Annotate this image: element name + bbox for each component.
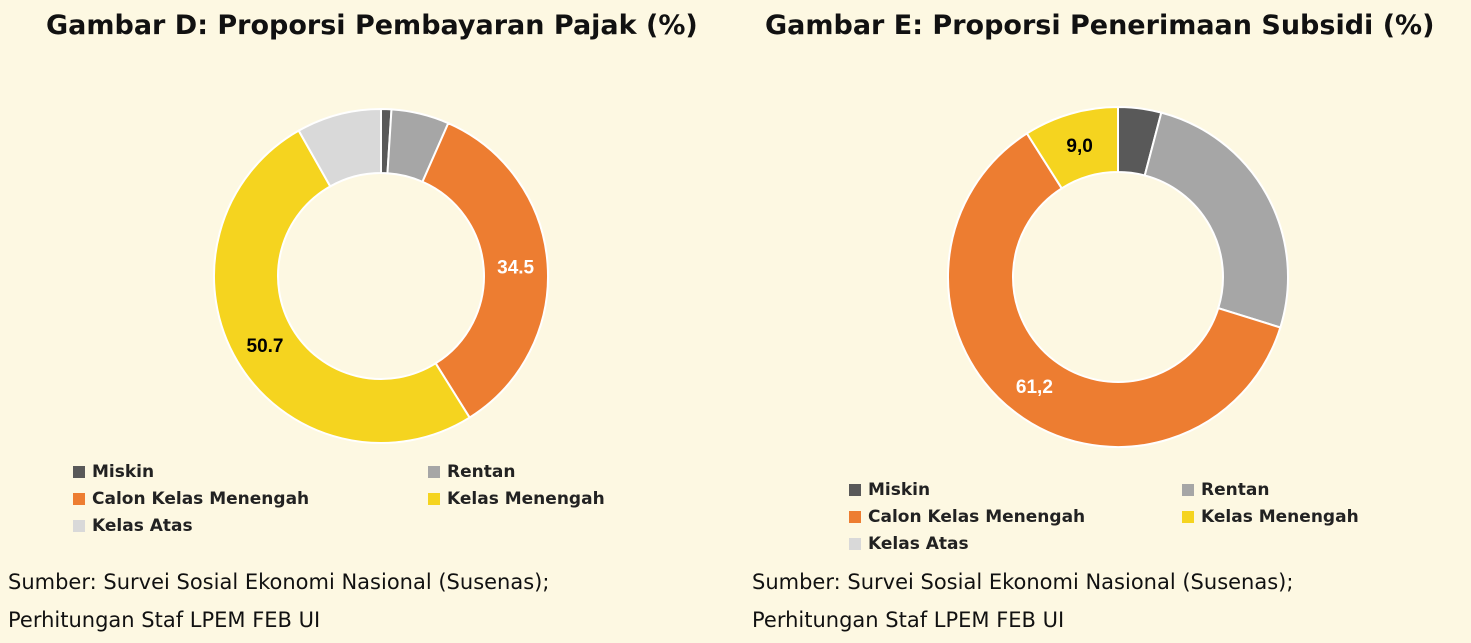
legend-swatch (849, 511, 861, 523)
legend-item-kelas-menengah: Kelas Menengah (1182, 507, 1359, 527)
legend-swatch (849, 538, 861, 550)
legend-item-kelas-atas: Kelas Atas (849, 534, 969, 554)
legend-swatch (73, 493, 85, 505)
legend-item-rentan: Rentan (428, 462, 515, 482)
legend-swatch (73, 466, 85, 478)
chart-d-legend: Miskin Rentan Calon Kelas Menengah Kelas… (73, 462, 673, 542)
chart-e-donut: 61,2 9,0 (947, 105, 1289, 448)
legend-label: Kelas Atas (92, 516, 193, 536)
legend-item-miskin: Miskin (73, 462, 154, 482)
chart-d-source: Sumber: Survei Sosial Ekonomi Nasional (… (8, 563, 549, 639)
legend-item-kelas-atas: Kelas Atas (73, 516, 193, 536)
donut-slice-kelas-atas (297, 107, 382, 188)
source-line: Sumber: Survei Sosial Ekonomi Nasional (… (8, 570, 550, 594)
data-label: 9,0 (1066, 136, 1092, 157)
chart-d-donut: 34.5 50.7 (213, 107, 549, 444)
legend-item-rentan: Rentan (1182, 480, 1269, 500)
donut-slice-rentan (1143, 111, 1289, 329)
legend-item-kelas-menengah: Kelas Menengah (428, 489, 605, 509)
legend-label: Miskin (92, 462, 155, 482)
chart-e-legend: Miskin Rentan Calon Kelas Menengah Kelas… (849, 480, 1449, 560)
legend-swatch (1182, 484, 1194, 496)
legend-item-calon-kelas-menengah: Calon Kelas Menengah (849, 507, 1085, 527)
chart-d-title: Gambar D: Proporsi Pembayaran Pajak (%) (46, 10, 698, 41)
legend-swatch (73, 520, 85, 532)
legend-swatch (1182, 511, 1194, 523)
legend-item-miskin: Miskin (849, 480, 930, 500)
legend-label: Kelas Menengah (447, 489, 605, 509)
legend-label: Kelas Menengah (1201, 507, 1359, 527)
legend-label: Rentan (1201, 480, 1270, 500)
legend-item-calon-kelas-menengah: Calon Kelas Menengah (73, 489, 309, 509)
data-label: 61,2 (1016, 377, 1053, 398)
donut-slice-kelas-menengah (213, 129, 471, 444)
legend-swatch (849, 484, 861, 496)
donut-slice-calon-kelas-menengah (421, 121, 549, 419)
legend-label: Miskin (868, 480, 931, 500)
legend-label: Calon Kelas Menengah (868, 507, 1086, 527)
source-line: Perhitungan Staf LPEM FEB UI (8, 608, 321, 632)
legend-label: Rentan (447, 462, 516, 482)
legend-label: Calon Kelas Menengah (92, 489, 310, 509)
source-line: Sumber: Survei Sosial Ekonomi Nasional (… (752, 570, 1294, 594)
chart-e-source: Sumber: Survei Sosial Ekonomi Nasional (… (752, 563, 1293, 639)
legend-swatch (428, 493, 440, 505)
donut-slice-kelas-menengah (1025, 105, 1119, 190)
donut-slice-calon-kelas-menengah (947, 132, 1282, 448)
source-line: Perhitungan Staf LPEM FEB UI (752, 608, 1065, 632)
data-label: 50.7 (247, 336, 284, 357)
legend-swatch (428, 466, 440, 478)
legend-label: Kelas Atas (868, 534, 969, 554)
data-label: 34.5 (497, 257, 534, 278)
chart-e-title: Gambar E: Proporsi Penerimaan Subsidi (%… (765, 10, 1435, 41)
